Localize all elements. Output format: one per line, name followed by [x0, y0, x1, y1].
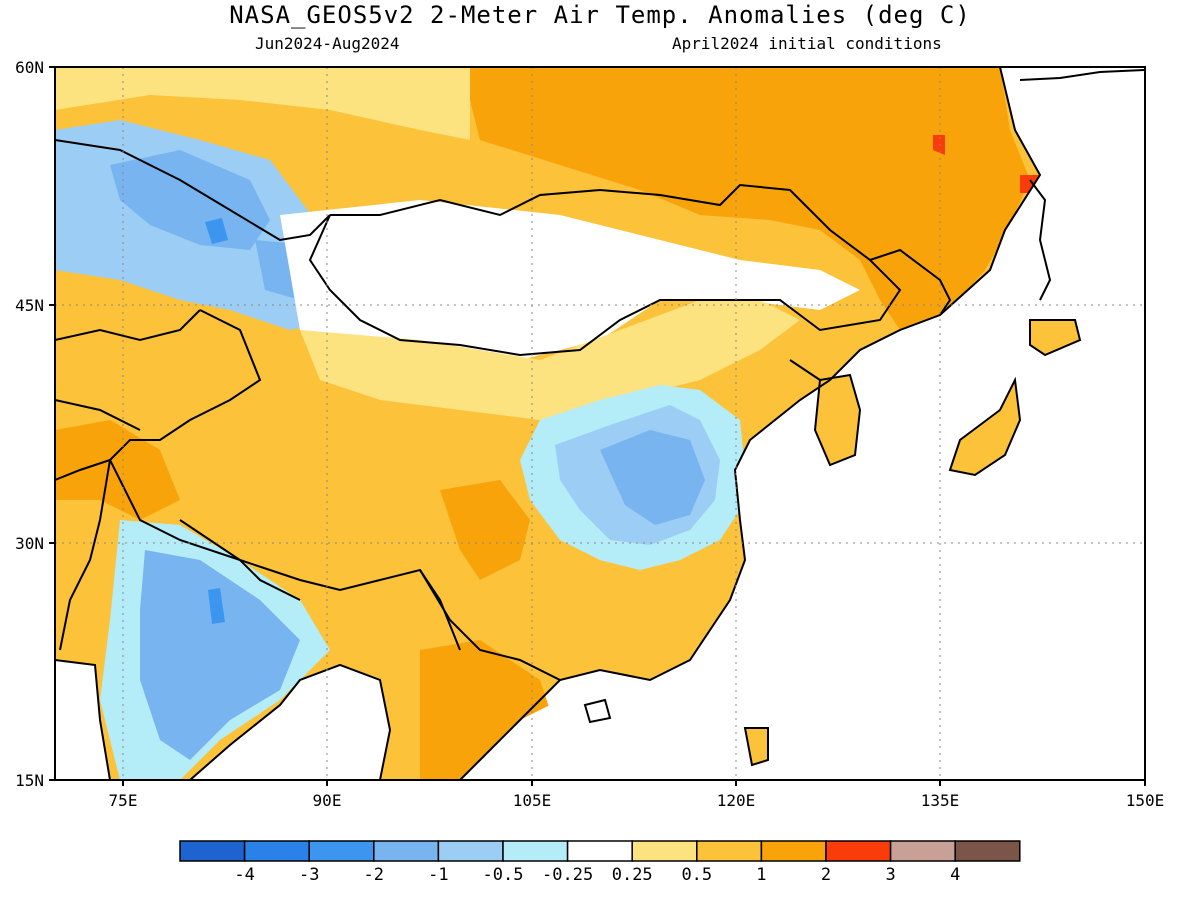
arabian-sea: [55, 660, 110, 780]
initial-conditions: April2024 initial conditions: [672, 34, 942, 53]
lat-label: 30N: [15, 534, 44, 553]
anomaly-region: [208, 588, 225, 624]
anomaly-region: [300, 300, 800, 420]
pacific-ocean: [460, 67, 1145, 780]
colorbar-label: -0.25: [542, 865, 593, 885]
border-china-west: [108, 309, 461, 651]
korea: [815, 375, 860, 465]
anomaly-region: [600, 430, 705, 525]
colorbar-label: -3: [299, 865, 319, 885]
anomaly-region: [440, 480, 530, 580]
coast-japan: [948, 376, 1022, 477]
bay-of-bengal: [190, 665, 390, 780]
colorbar-swatch: [566, 840, 633, 862]
colorbar-swatch: [954, 840, 1021, 862]
colorbar-label: 1: [756, 865, 766, 885]
lat-label: 15N: [15, 771, 44, 790]
colorbar-swatch: [889, 840, 956, 862]
coast-sakhalin: [1029, 179, 1052, 301]
anomaly-region: [933, 135, 945, 155]
anomaly-field: [55, 67, 1075, 780]
lon-label: 135E: [921, 791, 960, 810]
forecast-period: Jun2024-Aug2024: [255, 34, 400, 53]
border-mongolia: [308, 183, 902, 357]
colorbar-label: 3: [885, 865, 895, 885]
islands: [745, 320, 1080, 765]
anomaly-region: [55, 420, 180, 520]
anomaly-region: [280, 200, 860, 360]
coast-hokkaido: [1029, 319, 1082, 357]
lon-label: 75E: [109, 791, 138, 810]
coast-korea: [813, 373, 862, 467]
colorbar-swatch: [502, 840, 569, 862]
coast-hainan: [583, 698, 612, 724]
lat-label: 45N: [15, 296, 44, 315]
coast-taiwan: [743, 727, 769, 767]
border-russia-kazakhstan: [55, 139, 331, 242]
colorbar-label: -4: [234, 865, 254, 885]
lon-label: 150E: [1126, 791, 1165, 810]
colorbar-label: 2: [821, 865, 831, 885]
ocean-mask: [55, 67, 1145, 780]
colorbar-swatch: [760, 840, 827, 862]
colorbar-swatch: [243, 840, 310, 862]
hokkaido: [1030, 320, 1080, 355]
colorbar-swatch: [631, 840, 698, 862]
borders: [55, 139, 952, 681]
map-frame: [54, 66, 1146, 781]
border-south-asia: [59, 459, 111, 651]
colorbar-swatch: [696, 840, 763, 862]
colorbar-label: 4: [950, 865, 960, 885]
lon-label: 105E: [513, 791, 552, 810]
colorbar-label: 0.25: [612, 865, 653, 885]
border-indochina: [419, 569, 561, 681]
colorbar-swatch: [825, 840, 892, 862]
colorbar-label: -0.5: [483, 865, 524, 885]
colorbar-swatch: [373, 840, 440, 862]
colorbar-swatch: [308, 840, 375, 862]
lat-label: 60N: [15, 58, 44, 77]
coast-kamchatka: [1019, 69, 1145, 81]
figure-title: NASA_GEOS5v2 2-Meter Air Temp. Anomalies…: [229, 1, 971, 29]
border-central-asia: [55, 309, 201, 481]
japan-honshu: [950, 380, 1020, 475]
anomaly-region: [55, 67, 470, 140]
coast-india: [55, 659, 392, 780]
anomaly-region: [110, 150, 270, 250]
border-himalaya: [179, 519, 301, 601]
colorbar-swatch: [437, 840, 504, 862]
lon-label: 90E: [313, 791, 342, 810]
map-area: [55, 67, 1145, 780]
axis-ticks: [49, 66, 1146, 786]
lon-label: 120E: [717, 791, 756, 810]
anomaly-region: [140, 550, 300, 760]
anomaly-region: [470, 67, 1030, 330]
anomaly-region: [205, 218, 228, 244]
colorbar-swatch: [179, 840, 246, 862]
border-russia-china-east: [869, 248, 952, 316]
colorbar-label: 0.5: [681, 865, 712, 885]
colorbar-label: -2: [364, 865, 384, 885]
colorbar: -4 -3 -2 -1 -0.5 -0.25 0.25 0.5 1 2 3 4: [179, 840, 1021, 885]
border-china-korea: [789, 359, 821, 381]
colorbar-label: -1: [428, 865, 448, 885]
